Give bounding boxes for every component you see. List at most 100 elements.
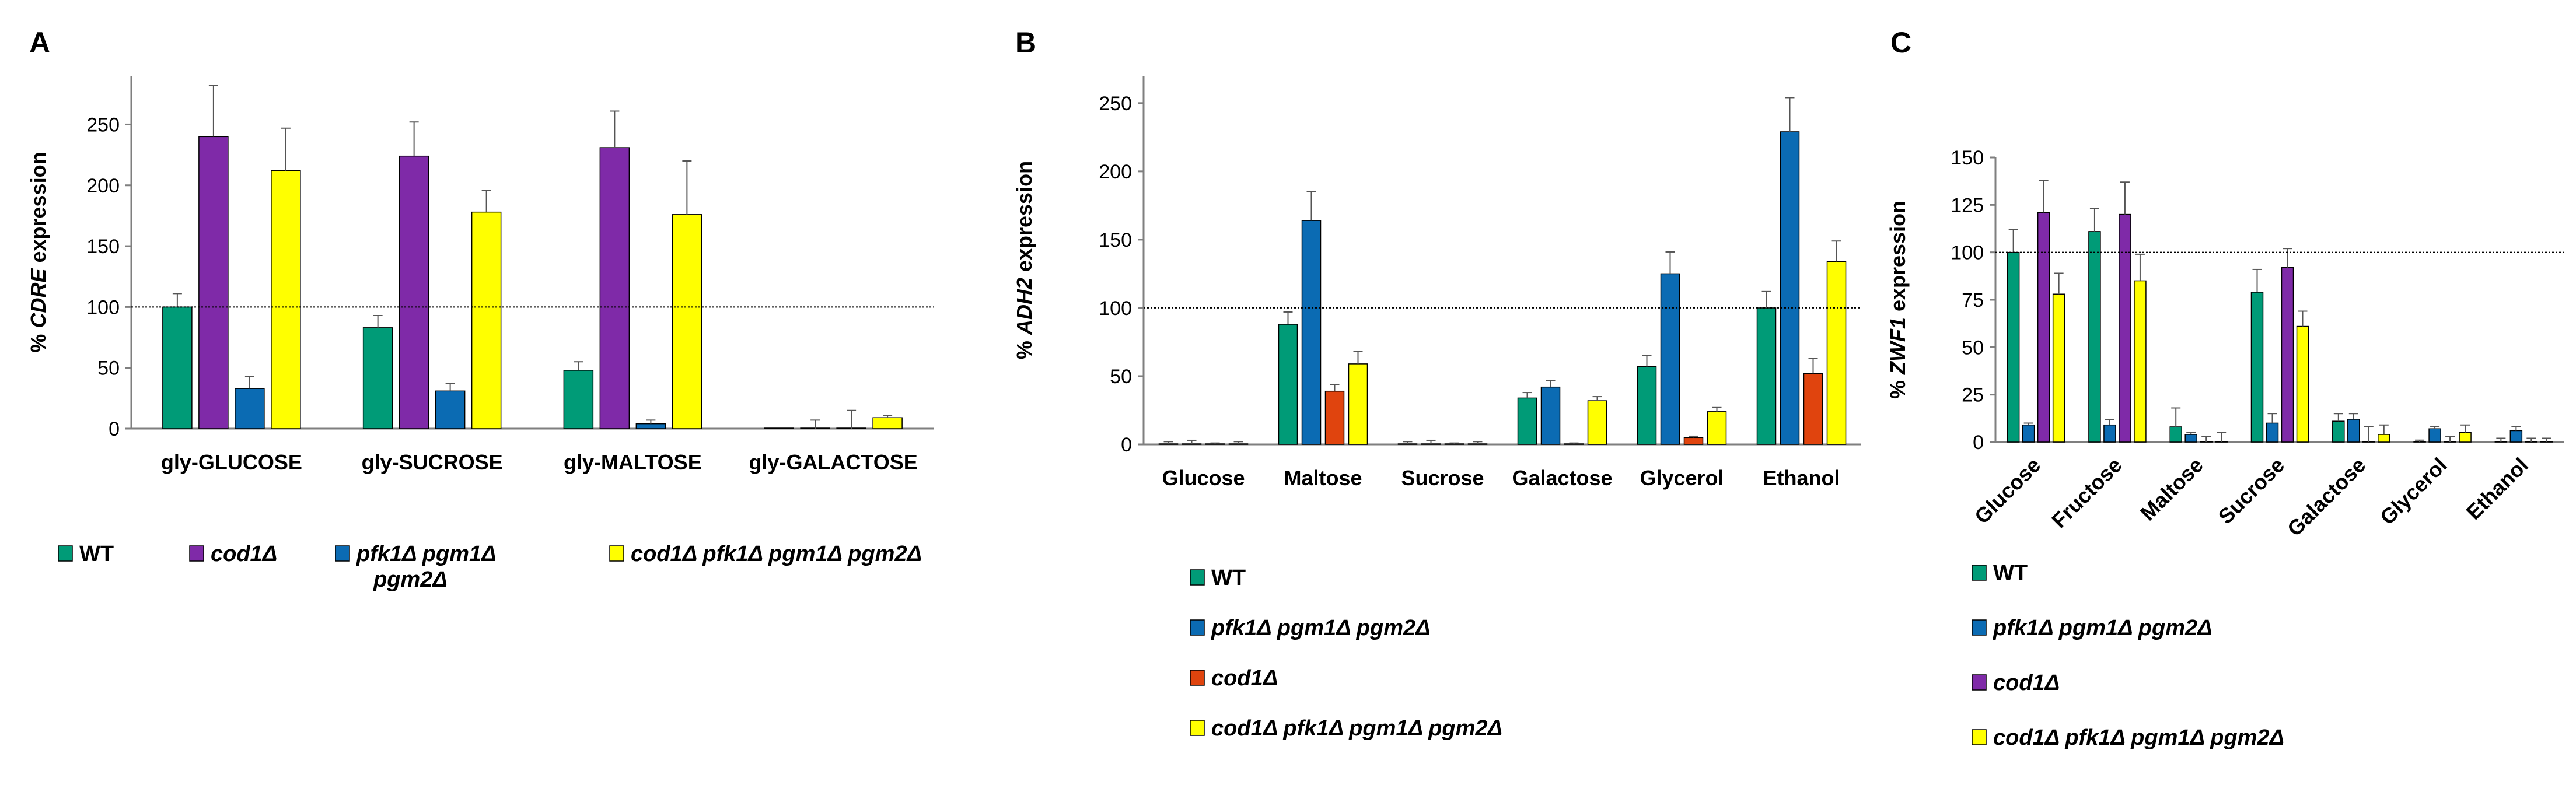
legend-swatch: [1972, 565, 1987, 581]
category-label: Galactose: [2283, 453, 2371, 541]
y-axis-label-gene: ZWF1: [1886, 317, 1910, 375]
bar: [1348, 363, 1368, 445]
legend-label-line2: pgm2Δ: [373, 567, 448, 592]
y-tick-label: 0: [1973, 432, 1984, 454]
y-tick-label: 100: [1099, 297, 1132, 320]
bar: [2332, 420, 2345, 443]
category-label: Glucose: [1970, 453, 2045, 528]
category-label: gly-MALTOSE: [564, 450, 702, 474]
bar: [271, 170, 301, 429]
bar: [1278, 324, 1298, 445]
bar: [1637, 366, 1657, 445]
legend-label: pfk1Δ pgm1Δ: [356, 542, 497, 566]
legend-label: cod1Δ pfk1Δ pgm1Δ pgm2Δ: [1211, 716, 1502, 741]
y-axis-label-prefix: %: [1012, 335, 1036, 359]
legend-swatch: [609, 545, 624, 562]
bar: [563, 370, 594, 429]
bar: [2134, 280, 2147, 443]
bar: [435, 390, 466, 429]
category-label: Glycerol: [1640, 466, 1724, 490]
bar: [162, 306, 193, 429]
y-axis-label-gene: ADH2: [1012, 278, 1036, 335]
category-label: gly-SUCROSE: [362, 450, 503, 474]
legend-label: WT: [1993, 561, 2028, 586]
y-axis-label-suffix: expression: [26, 152, 50, 268]
category-label: Glucose: [1162, 466, 1245, 490]
legend-label: WT: [1211, 566, 1246, 590]
bar: [872, 417, 903, 429]
bar: [1324, 390, 1345, 445]
bar: [1683, 437, 1704, 445]
category-label: Ethanol: [2462, 453, 2533, 524]
category-label: Sucrose: [2214, 453, 2289, 528]
panel-letter-a: A: [29, 26, 50, 59]
y-tick-label: 125: [1951, 194, 1984, 216]
category-label: Maltose: [1284, 466, 1362, 490]
bar: [1540, 386, 1561, 445]
y-tick-label: 200: [1099, 161, 1132, 183]
panel-letter-c: C: [1890, 26, 1911, 59]
y-axis-label: % ADH2 expression: [1012, 161, 1036, 359]
bar: [1803, 373, 1823, 445]
bar: [198, 136, 229, 429]
bar: [1756, 307, 1777, 445]
bar: [1587, 400, 1607, 445]
legend-swatch: [1190, 619, 1205, 636]
legend-swatch: [1972, 729, 1987, 745]
bar: [599, 147, 630, 429]
y-tick-label: 250: [86, 114, 120, 136]
y-axis-label-prefix: %: [26, 328, 50, 353]
y-axis-label-gene: CDRE: [26, 268, 50, 328]
y-tick-label: 50: [1110, 366, 1132, 388]
y-tick-label: 50: [1962, 337, 1984, 359]
y-tick-label: 150: [86, 236, 120, 258]
legend-swatch: [1190, 720, 1205, 736]
bar: [2266, 422, 2279, 443]
bar: [2281, 267, 2294, 443]
legend-swatch: [58, 545, 73, 562]
y-tick-label: 75: [1962, 289, 1984, 311]
y-tick-label: 150: [1099, 229, 1132, 251]
category-label: Ethanol: [1763, 466, 1840, 490]
y-axis-label-suffix: expression: [1012, 161, 1036, 278]
bar: [2250, 292, 2264, 443]
y-axis-label-suffix: expression: [1886, 201, 1910, 317]
bar: [2088, 231, 2101, 443]
legend-swatch: [189, 545, 204, 562]
y-tick-label: 150: [1951, 147, 1984, 169]
bar: [2347, 419, 2360, 443]
legend-swatch: [1972, 619, 1987, 636]
bar: [2052, 293, 2065, 443]
bar: [2037, 212, 2050, 443]
y-tick-label: 0: [1121, 434, 1132, 456]
bar: [1660, 273, 1680, 445]
bar: [764, 427, 794, 429]
y-tick-label: 25: [1962, 384, 1984, 406]
legend-swatch: [1972, 674, 1987, 691]
bar: [2378, 434, 2390, 443]
category-label: Maltose: [2135, 453, 2208, 525]
bar: [2022, 424, 2035, 443]
legend-label: cod1Δ: [211, 542, 277, 566]
legend-swatch: [1190, 670, 1205, 686]
bar: [2428, 428, 2441, 443]
bar: [2296, 325, 2309, 443]
bar: [2184, 434, 2197, 443]
bar: [2509, 430, 2523, 443]
bar: [672, 214, 702, 429]
legend-label: cod1Δ pfk1Δ pgm1Δ pgm2Δ: [631, 542, 922, 566]
bar: [635, 423, 666, 429]
bar: [1780, 131, 1800, 445]
bar: [1301, 220, 1322, 445]
y-tick-label: 100: [86, 296, 120, 318]
bar: [1517, 397, 1537, 445]
bar: [2119, 213, 2131, 443]
y-tick-label: 50: [97, 358, 120, 380]
y-tick-label: 0: [109, 418, 120, 440]
legend-label: WT: [79, 542, 114, 566]
